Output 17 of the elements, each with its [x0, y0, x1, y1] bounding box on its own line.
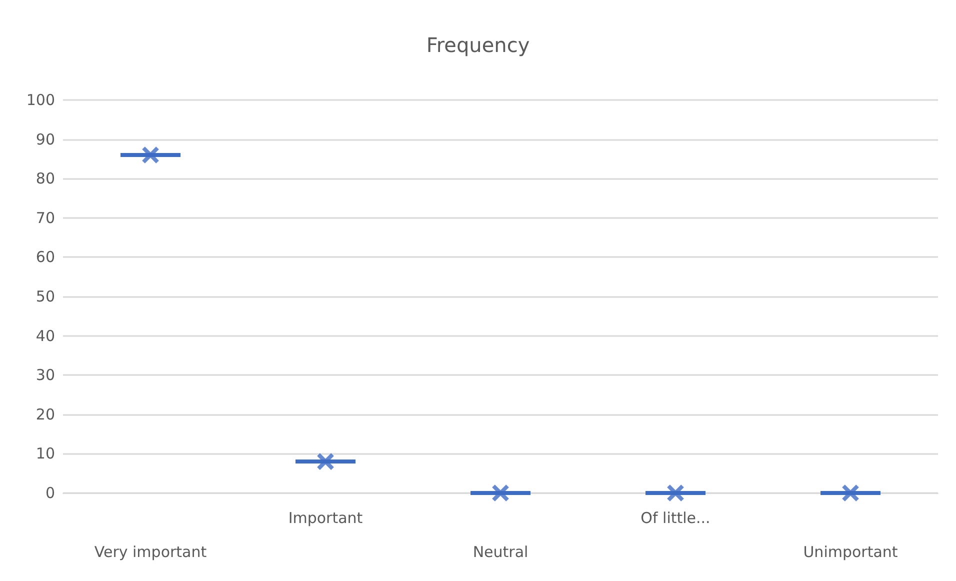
y-tick-label: 90	[36, 130, 55, 148]
y-tick-label: 70	[36, 208, 55, 227]
x-tick-label: Very important	[94, 543, 207, 561]
x-tick-label: Unimportant	[803, 543, 898, 561]
y-tick-label: 100	[26, 91, 55, 109]
y-tick-label: 50	[36, 288, 55, 306]
y-tick-label: 40	[36, 326, 55, 345]
y-tick-label: 60	[36, 248, 55, 266]
x-tick-label: Important	[288, 509, 363, 527]
x-tick-label: Neutral	[472, 543, 528, 561]
chart-title: Frequency	[426, 33, 530, 57]
x-tick-label: Of little...	[640, 509, 710, 527]
y-tick-label: 0	[45, 484, 55, 502]
y-tick-label: 10	[36, 444, 55, 463]
y-tick-label: 30	[36, 366, 55, 384]
y-tick-label: 20	[36, 405, 55, 424]
y-tick-label: 80	[36, 170, 55, 188]
